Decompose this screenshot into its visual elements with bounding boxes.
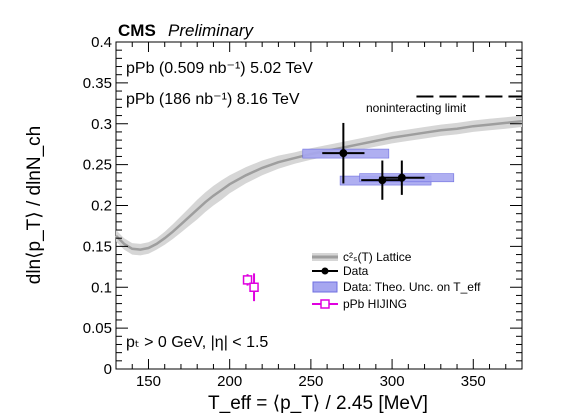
y-axis-title: dln⟨p_T⟩ / dlnN_ch: [24, 126, 45, 284]
legend-lattice-label: c²ₛ(T) Lattice: [343, 250, 412, 264]
legend-theo-label: Data: Theo. Unc. on T_eff: [343, 280, 481, 294]
hijing-series: [242, 273, 259, 302]
x-tick-label: 200: [217, 373, 242, 390]
x-axis-title: T_eff = ⟨p_T⟩ / 2.45 [MeV]: [208, 393, 428, 414]
y-tick-label: 0.4: [91, 34, 112, 51]
x-tick-label: 350: [461, 373, 486, 390]
hijing-point: [249, 282, 259, 292]
legend-theo-box: [312, 281, 338, 293]
axes: 150 200 250 300 350 0 0.05 0.1 0.15 0.2 0.25 0.3 0.3…: [83, 34, 523, 390]
status-label: Preliminary: [168, 21, 255, 40]
y-tick-label: 0.1: [91, 279, 112, 296]
noninteracting-limit-label: noninteracting limit: [366, 101, 467, 115]
y-tick-label: 0.05: [83, 320, 112, 337]
y-tick-label: 0.25: [83, 157, 112, 174]
legend-hijing-marker: [320, 299, 330, 309]
x-tick-label: 150: [136, 373, 161, 390]
data-series: [322, 122, 425, 200]
dataset-label-502: pPb (0.509 nb⁻¹) 5.02 TeV: [126, 60, 313, 77]
hijing-point: [242, 275, 253, 285]
x-tick-label: 250: [298, 373, 323, 390]
y-tick-label: 0.15: [83, 238, 112, 255]
dataset-label-816: pPb (186 nb⁻¹) 8.16 TeV: [126, 91, 300, 108]
x-tick-label: 300: [380, 373, 405, 390]
y-tick-label: 0.35: [83, 75, 112, 92]
y-tick-label: 0.2: [91, 198, 112, 215]
data-point: [339, 149, 348, 158]
lattice-series: [115, 115, 523, 256]
lattice-line: [115, 120, 523, 251]
kinematic-cuts-label: pₜ > 0 GeV, |η| < 1.5: [126, 334, 268, 351]
legend-data-marker: [321, 267, 329, 275]
lattice-band: [116, 115, 522, 256]
y-tick-label: 0: [104, 361, 112, 378]
legend: c²ₛ(T) Lattice Data Data: Theo. Unc. on …: [312, 250, 481, 311]
legend-data-label: Data: [343, 264, 369, 278]
y-tick-label: 0.3: [91, 116, 112, 133]
data-point: [397, 173, 406, 182]
legend-hijing-label: pPb HIJING: [343, 297, 407, 311]
experiment-label: CMS: [118, 21, 156, 40]
